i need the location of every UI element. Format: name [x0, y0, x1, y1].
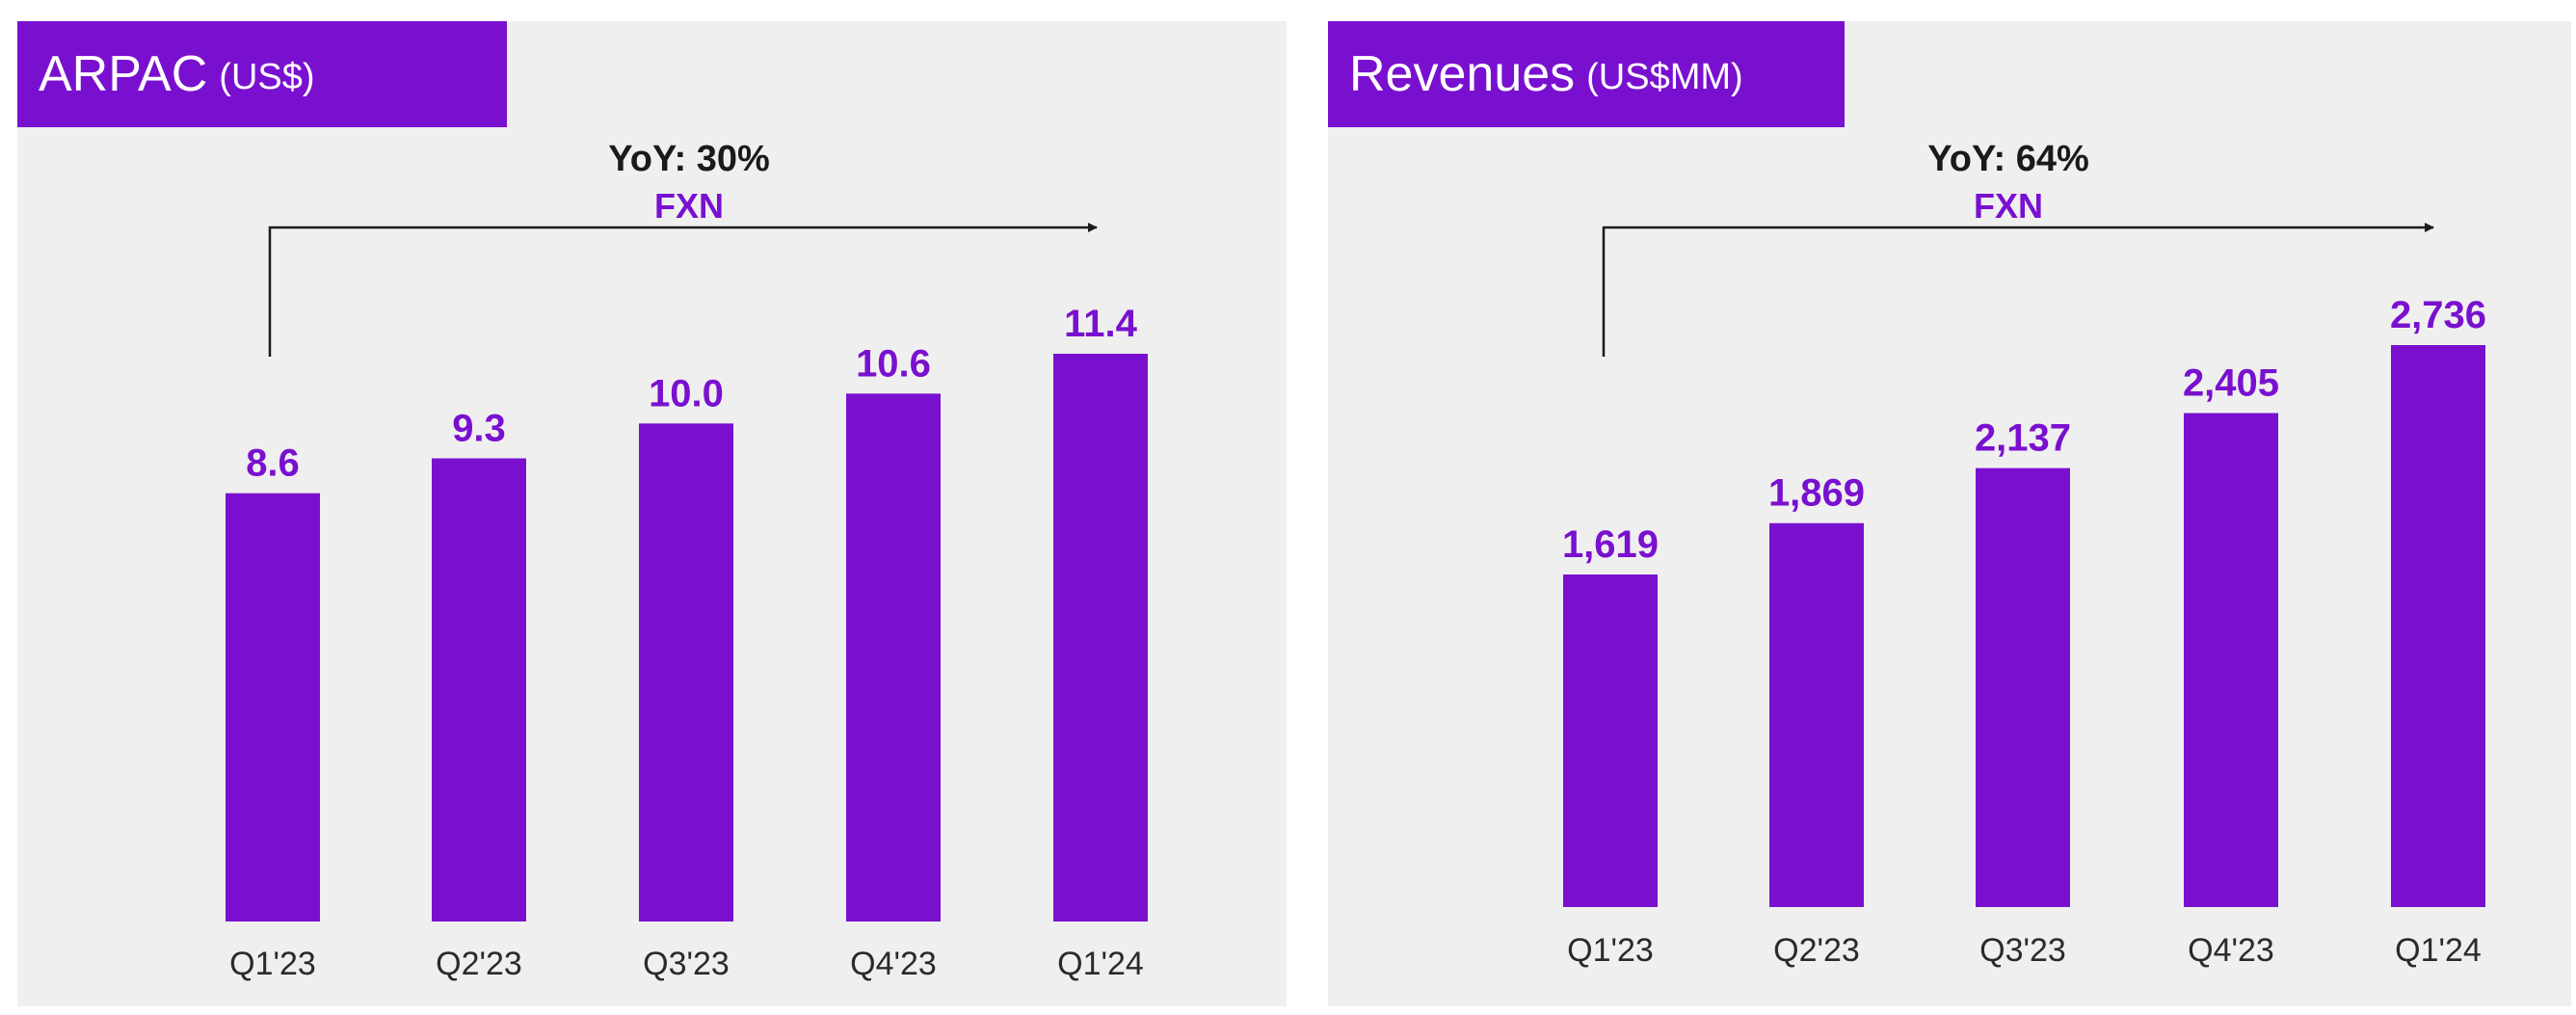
arpac-bar-4	[846, 393, 941, 922]
revenues-value-label-3: 2,137	[1975, 417, 2071, 460]
arpac-growth-arrow	[268, 223, 1098, 357]
arpac-bar-1	[226, 493, 320, 922]
arpac-bar-5	[1053, 354, 1148, 922]
arpac-bar-2	[432, 458, 526, 922]
revenues-value-label-2: 1,869	[1768, 472, 1865, 515]
arpac-header: ARPAC (US$)	[17, 21, 507, 127]
arpac-category-label-5: Q1'24	[1057, 946, 1144, 982]
arpac-title: ARPAC	[39, 46, 208, 102]
arpac-value-label-4: 10.6	[856, 342, 931, 385]
revenues-bar-1	[1563, 574, 1658, 907]
arpac-category-label-4: Q4'23	[850, 946, 937, 982]
revenues-unit: (US$MM)	[1586, 56, 1743, 97]
revenues-chart-panel: Revenues (US$MM) YoY: 64% FXN 1,619 Q1'23 1,…	[1328, 21, 2571, 1006]
revenues-value-label-5: 2,736	[2390, 294, 2486, 336]
arpac-chart-panel: ARPAC (US$) YoY: 30% FXN 8.6 Q1'23 9.3 Q2'23 1…	[17, 21, 1287, 1006]
arpac-value-label-2: 9.3	[452, 408, 506, 450]
arpac-value-label-1: 8.6	[246, 442, 300, 485]
revenues-category-label-4: Q4'23	[2188, 932, 2274, 969]
revenues-bar-2	[1769, 522, 1864, 907]
revenues-category-label-1: Q1'23	[1567, 932, 1654, 969]
arpac-category-label-3: Q3'23	[643, 946, 730, 982]
arpac-bar-3	[639, 423, 733, 922]
arpac-fxn-label: FXN	[654, 186, 724, 226]
arpac-yoy-label: YoY: 30%	[608, 139, 770, 179]
revenues-value-label-1: 1,619	[1562, 523, 1659, 566]
arpac-value-label-5: 11.4	[1064, 303, 1137, 345]
arpac-category-label-1: Q1'23	[229, 946, 316, 982]
arpac-category-label-2: Q2'23	[436, 946, 522, 982]
arpac-value-label-3: 10.0	[649, 372, 724, 414]
revenues-bar-chart: YoY: 64% FXN 1,619 Q1'23 1,869 Q2'23 2,137 Q3'2…	[1562, 139, 2486, 969]
revenues-fxn-label: FXN	[1974, 186, 2043, 226]
arpac-unit: (US$)	[219, 56, 315, 97]
revenues-bar-4	[2184, 413, 2278, 907]
revenues-value-label-4: 2,405	[2183, 362, 2279, 405]
revenues-growth-arrow	[1602, 223, 2434, 357]
arpac-bar-chart: YoY: 30% FXN 8.6 Q1'23 9.3 Q2'23 10.0 Q3'23 10.6…	[226, 139, 1148, 982]
revenues-header: Revenues (US$MM)	[1328, 21, 1845, 127]
revenues-title: Revenues	[1349, 46, 1576, 102]
revenues-yoy-label: YoY: 64%	[1927, 139, 2089, 179]
revenues-category-label-5: Q1'24	[2395, 932, 2482, 969]
revenues-bar-3	[1976, 467, 2070, 907]
revenues-category-label-3: Q3'23	[1979, 932, 2066, 969]
revenues-category-label-2: Q2'23	[1773, 932, 1860, 969]
revenues-bar-5	[2391, 345, 2485, 907]
